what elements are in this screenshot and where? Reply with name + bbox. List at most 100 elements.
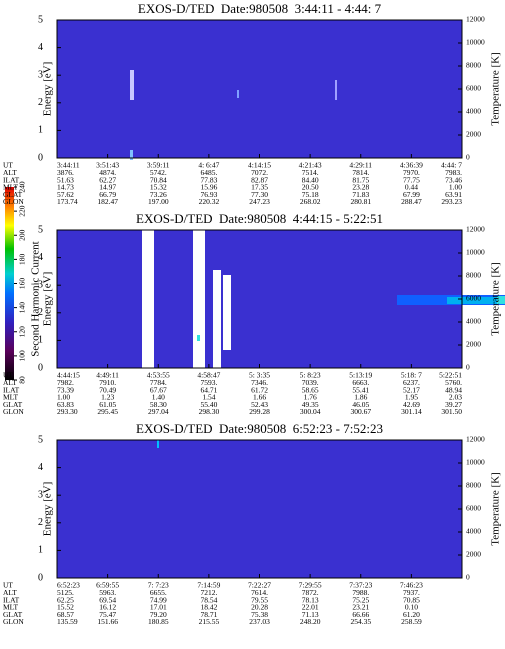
table-row-label: GLON	[3, 407, 24, 416]
table-cell: 7:14:59	[197, 581, 220, 590]
table-cell: 197.00	[148, 197, 169, 206]
table-cell: 16.12	[99, 603, 116, 612]
table-cell: 22.01	[302, 603, 319, 612]
table-cell: 6485.	[200, 168, 217, 177]
spectrogram-feature	[237, 90, 239, 98]
y-tick-label: 1	[38, 545, 43, 556]
table-cell: 288.47	[401, 197, 422, 206]
table-cell: 7039.	[302, 378, 319, 387]
colorbar-tick-label: 140	[18, 302, 27, 314]
table-row-label: MLT	[3, 183, 19, 192]
table-cell: 4: 6:47	[198, 161, 219, 170]
table-cell: 301.14	[401, 407, 422, 416]
y2-tick-label: 8000	[466, 481, 481, 490]
colorbar-label: Second Harmonic Current	[30, 241, 42, 356]
spectrogram-feature	[130, 70, 134, 100]
y-tick-label: 0	[38, 572, 43, 583]
y-tick-label: 3	[38, 489, 43, 500]
table-cell: 84.40	[302, 175, 319, 184]
table-cell: 254.35	[350, 617, 371, 626]
y2-tick-label: 10000	[466, 458, 485, 467]
table-row-label: ILAT	[3, 385, 20, 394]
table-cell: 7072.	[251, 168, 268, 177]
table-cell: 79.55	[251, 595, 268, 604]
table-row-label: GLAT	[3, 400, 23, 409]
y-axis-label: Energy [eV]	[42, 482, 54, 536]
table-cell: 73.46	[445, 175, 462, 184]
table-cell: 7:22:27	[248, 581, 271, 590]
table-cell: 4:53:55	[147, 371, 170, 380]
table-cell: 78.54	[200, 595, 217, 604]
table-cell: 220.32	[199, 197, 220, 206]
colorbar-tick-label: 200	[18, 229, 27, 241]
table-cell: 0.44	[405, 183, 418, 192]
colorbar-tick-label: 220	[18, 205, 27, 217]
table-cell: 5:18: 7	[401, 371, 422, 380]
table-cell: 67.99	[403, 190, 420, 199]
y2-tick-label: 12000	[466, 225, 485, 234]
spectrogram-feature	[197, 335, 200, 341]
table-cell: 52.17	[403, 385, 420, 394]
table-cell: 7937.	[403, 588, 420, 597]
table-cell: 77.83	[200, 175, 217, 184]
table-cell: 3:59:11	[147, 161, 170, 170]
table-cell: 49.35	[302, 400, 319, 409]
spectrogram-feature	[447, 297, 505, 304]
table-cell: 2.03	[449, 393, 462, 402]
table-cell: 63.91	[445, 190, 462, 199]
table-cell: 247.23	[249, 197, 270, 206]
y-tick-label: 4	[38, 252, 43, 263]
table-cell: 14.97	[99, 183, 116, 192]
table-cell: 55.41	[352, 385, 369, 394]
table-cell: 7514.	[302, 168, 319, 177]
y2-tick-label: 6000	[466, 294, 481, 303]
table-row-label: UT	[3, 581, 13, 590]
table-cell: 258.59	[401, 617, 422, 626]
spectrogram-feature	[157, 440, 159, 448]
table-cell: 64.71	[200, 385, 217, 394]
y-tick-label: 3	[38, 279, 43, 290]
spectrogram-feature	[193, 230, 205, 368]
table-cell: 77.75	[403, 175, 420, 184]
table-cell: 78.71	[200, 610, 217, 619]
table-cell: 7970.	[403, 168, 420, 177]
table-cell: 0.10	[405, 603, 418, 612]
table-row-label: ILAT	[3, 595, 20, 604]
table-cell: 7872.	[302, 588, 319, 597]
table-cell: 3876.	[57, 168, 74, 177]
spectrogram	[57, 20, 462, 158]
spectrogram	[57, 440, 462, 578]
y-axis-label: Energy [eV]	[42, 272, 54, 326]
y2-tick-label: 2000	[466, 550, 481, 559]
y-tick-label: 3	[38, 69, 43, 80]
y2-tick-label: 12000	[466, 15, 485, 24]
table-cell: 5963.	[99, 588, 116, 597]
table-cell: 297.04	[148, 407, 169, 416]
table-cell: 75.47	[99, 610, 116, 619]
colorbar-tick-label: 180	[18, 254, 27, 266]
table-cell: 78.13	[302, 595, 319, 604]
table-cell: 73.39	[57, 385, 74, 394]
table-cell: 6237.	[403, 378, 420, 387]
table-cell: 182.47	[97, 197, 118, 206]
y-tick-label: 1	[38, 335, 43, 346]
spectrogram-feature	[142, 230, 154, 368]
table-cell: 76.93	[200, 190, 217, 199]
table-cell: 81.75	[352, 175, 369, 184]
table-cell: 4:21:43	[299, 161, 322, 170]
table-cell: 66.66	[352, 610, 369, 619]
y-tick-label: 2	[38, 97, 43, 108]
table-cell: 75.25	[352, 595, 369, 604]
colorbar	[5, 187, 14, 380]
table-cell: 7814.	[352, 168, 369, 177]
table-row-label: GLON	[3, 617, 24, 626]
y2-tick-label: 10000	[466, 38, 485, 47]
table-cell: 6655.	[150, 588, 167, 597]
spectrogram-feature	[223, 275, 231, 350]
table-row-label: UT	[3, 161, 13, 170]
table-cell: 77.30	[251, 190, 268, 199]
y2-tick-label: 2000	[466, 340, 481, 349]
table-cell: 151.66	[97, 617, 118, 626]
table-row-label: ALT	[3, 588, 17, 597]
table-cell: 7346.	[251, 378, 268, 387]
